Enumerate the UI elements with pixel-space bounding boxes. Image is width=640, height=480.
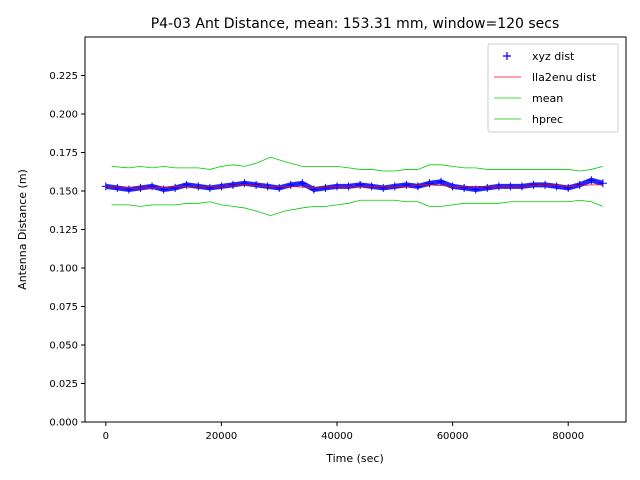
xyz-dist-point [552,182,561,191]
y-tick-label: 0.000 [49,418,78,429]
y-tick-label: 0.175 [49,148,78,159]
y-tick-label: 0.225 [49,71,78,82]
axes-layer: 0 20000 40000 60000 80000 0.000 0.025 0.050 0.07… [49,71,584,442]
xyz-dist-point [113,183,122,192]
xyz-dist-point [228,180,237,189]
xyz-dist-point [286,180,295,189]
legend-label: hprec [532,113,563,126]
series-hprec-line [111,199,604,217]
xyz-dist-point [240,179,249,188]
y-tick-label: 0.100 [49,264,78,275]
xyz-dist-point [275,183,284,192]
x-tick-label: 40000 [321,431,353,442]
legend-item-xyz-dist: xyz dist [503,50,575,63]
y-tick-label: 0.125 [49,225,78,236]
series-layer [101,156,607,217]
series-mean-line [111,156,603,172]
xyz-dist-point [171,183,180,192]
y-tick-label: 0.150 [49,187,78,198]
y-tick-label: 0.025 [49,379,78,390]
x-tick-label: 0 [103,431,109,442]
x-tick-label: 60000 [437,431,469,442]
xyz-dist-point [402,180,411,189]
chart-title: P4-03 Ant Distance, mean: 153.31 mm, win… [151,16,560,32]
xyz-dist-point [529,180,538,189]
xyz-dist-point [587,176,596,185]
xyz-dist-point [356,180,365,189]
legend-item-lla2enu-dist: lla2enu dist [494,71,597,84]
y-tick-label: 0.050 [49,341,78,352]
xyz-dist-point [425,179,434,188]
xyz-dist-point [413,182,422,191]
legend-swatch [503,52,511,60]
xyz-dist-point [483,183,492,192]
legend-item-mean: mean [494,92,563,105]
y-tick-label: 0.075 [49,302,78,313]
xyz-dist-point [205,183,214,192]
legend-item-hprec: hprec [494,113,563,126]
legend-label: xyz dist [532,50,575,63]
x-tick-label: 80000 [552,431,584,442]
xyz-dist-point [309,185,318,194]
legend-label: lla2enu dist [532,71,597,84]
xyz-dist-point [598,179,607,188]
series-lla2enu-dist-line [105,184,603,189]
xyz-dist-point [575,180,584,189]
xyz-dist-point [460,183,469,192]
x-axis-label: Time (sec) [325,452,384,465]
x-tick-label: 20000 [205,431,237,442]
xyz-dist-point [182,180,191,189]
xyz-dist-point [124,185,133,194]
y-axis-label: Antenna Distance (m) [16,169,29,290]
legend-box [487,43,619,133]
legend-label: mean [532,92,563,105]
xyz-dist-point [437,177,446,186]
xyz-dist-point [321,183,330,192]
y-tick-label: 0.200 [49,110,78,121]
xyz-dist-point [148,182,157,191]
xyz-dist-point [471,185,480,194]
xyz-dist-point [379,183,388,192]
xyz-dist-point [564,183,573,192]
legend: xyz dist lla2enu dist mean hprec [487,43,619,133]
xyz-dist-point [252,180,261,189]
xyz-dist-point [298,179,307,188]
plot-frame [84,36,627,423]
